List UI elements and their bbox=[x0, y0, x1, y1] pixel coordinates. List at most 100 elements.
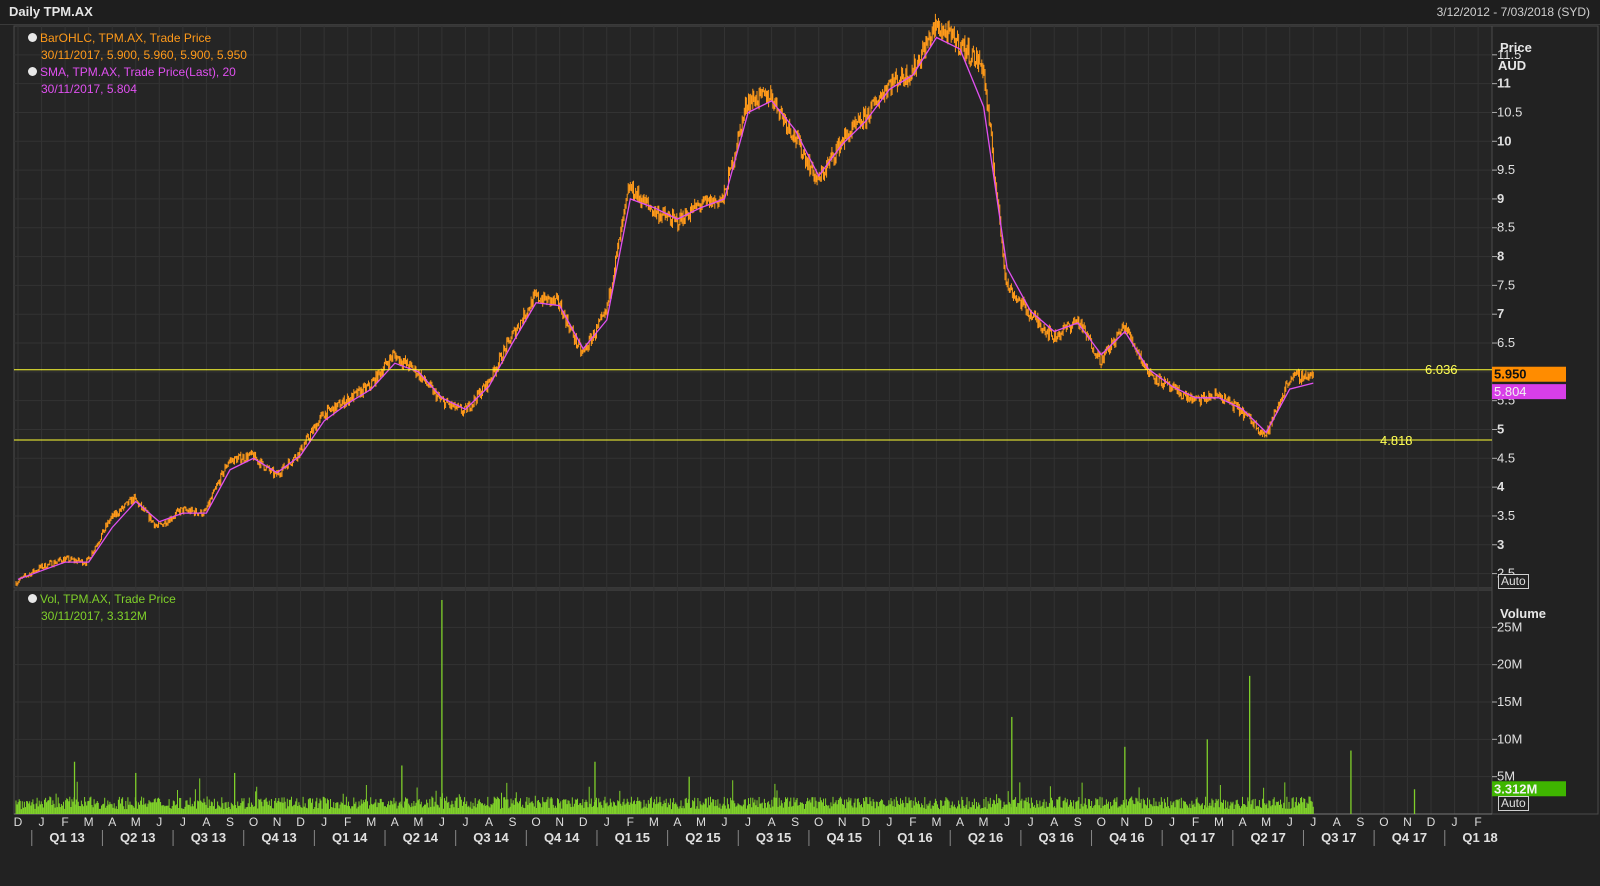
price-tick-label: 3 bbox=[1497, 537, 1504, 552]
volume-tick-label: 10M bbox=[1497, 731, 1522, 746]
price-tick-label: 10 bbox=[1497, 133, 1511, 148]
quarter-tick-label: Q2 17 bbox=[1250, 830, 1285, 845]
month-tick-label: J bbox=[1310, 815, 1316, 829]
quarter-tick-label: Q1 14 bbox=[332, 830, 368, 845]
month-tick-label: J bbox=[156, 815, 162, 829]
month-tick-label: D bbox=[1427, 815, 1436, 829]
sma-legend-row[interactable]: SMA, TPM.AX, Trade Price(Last), 20 bbox=[28, 64, 247, 81]
sma-line[interactable] bbox=[17, 36, 1314, 581]
month-tick-label: M bbox=[84, 815, 94, 829]
month-tick-label: D bbox=[14, 815, 23, 829]
ohlc-legend-row[interactable]: BarOHLC, TPM.AX, Trade Price bbox=[28, 30, 247, 47]
month-tick-label: M bbox=[1214, 815, 1224, 829]
month-tick-label: J bbox=[1004, 815, 1010, 829]
month-tick-label: S bbox=[1074, 815, 1082, 829]
month-tick-label: J bbox=[180, 815, 186, 829]
month-tick-label: F bbox=[344, 815, 351, 829]
month-tick-label: D bbox=[1144, 815, 1153, 829]
month-tick-label: J bbox=[886, 815, 892, 829]
price-tick-label: 4.5 bbox=[1497, 450, 1515, 465]
sma-tag-label: 5.804 bbox=[1494, 384, 1527, 399]
quarter-tick-label: Q1 16 bbox=[897, 830, 932, 845]
month-tick-label: A bbox=[202, 815, 210, 829]
month-tick-label: N bbox=[838, 815, 847, 829]
month-tick-label: O bbox=[814, 815, 823, 829]
month-tick-label: O bbox=[531, 815, 540, 829]
quarter-tick-label: Q2 15 bbox=[685, 830, 720, 845]
month-tick-label: J bbox=[1287, 815, 1293, 829]
month-tick-label: A bbox=[1050, 815, 1058, 829]
quarter-tick-label: Q4 13 bbox=[261, 830, 296, 845]
price-ohlc-bars[interactable] bbox=[15, 13, 1314, 587]
volume-bars[interactable] bbox=[15, 778, 1314, 814]
date-range: 3/12/2012 - 7/03/2018 (SYD) bbox=[1436, 5, 1590, 19]
price-auto-scale-button[interactable]: Auto bbox=[1498, 574, 1529, 589]
month-tick-label: D bbox=[861, 815, 870, 829]
quarter-tick-label: Q1 17 bbox=[1180, 830, 1215, 845]
month-tick-label: A bbox=[768, 815, 776, 829]
month-tick-label: O bbox=[1097, 815, 1106, 829]
upper-reference-label: 6.036 bbox=[1425, 362, 1458, 377]
legend-marker-icon[interactable] bbox=[28, 594, 37, 603]
month-tick-label: D bbox=[296, 815, 305, 829]
quarter-tick-label: Q3 13 bbox=[191, 830, 226, 845]
month-tick-label: J bbox=[722, 815, 728, 829]
price-axis-unit: AUD bbox=[1498, 58, 1527, 73]
month-tick-label: M bbox=[413, 815, 423, 829]
price-tick-label: 4 bbox=[1497, 479, 1505, 494]
volume-legend-row[interactable]: Vol, TPM.AX, Trade Price bbox=[28, 591, 176, 608]
month-tick-label: S bbox=[226, 815, 234, 829]
ohlc-legend-label: BarOHLC, TPM.AX, Trade Price bbox=[40, 31, 212, 45]
month-tick-label: M bbox=[931, 815, 941, 829]
y-axis-area bbox=[1491, 25, 1599, 815]
month-tick-label: A bbox=[485, 815, 493, 829]
month-tick-label: N bbox=[1403, 815, 1412, 829]
quarter-tick-label: Q4 14 bbox=[544, 830, 580, 845]
legend-marker-icon[interactable] bbox=[28, 67, 37, 76]
month-tick-label: N bbox=[273, 815, 282, 829]
volume-legend-label: Vol, TPM.AX, Trade Price bbox=[40, 592, 176, 606]
month-tick-label: J bbox=[439, 815, 445, 829]
chart-title: Daily TPM.AX bbox=[9, 4, 93, 19]
quarter-tick-label: Q3 16 bbox=[1038, 830, 1073, 845]
month-tick-label: S bbox=[509, 815, 517, 829]
volume-tick-label: 5M bbox=[1497, 769, 1515, 784]
sma-legend-label: SMA, TPM.AX, Trade Price(Last), 20 bbox=[40, 65, 236, 79]
month-tick-label: A bbox=[1239, 815, 1247, 829]
price-tick-label: 9 bbox=[1497, 191, 1504, 206]
quarter-tick-label: Q4 17 bbox=[1392, 830, 1427, 845]
month-tick-label: J bbox=[321, 815, 327, 829]
volume-legend-value: 30/11/2017, 3.312M bbox=[41, 609, 147, 623]
quarter-tick-label: Q1 13 bbox=[49, 830, 84, 845]
last-price-tag bbox=[1492, 366, 1566, 382]
volume-auto-scale-button[interactable]: Auto bbox=[1498, 796, 1529, 811]
price-tick-label: 6.5 bbox=[1497, 335, 1515, 350]
quarter-tick-label: Q2 16 bbox=[968, 830, 1003, 845]
sma-legend-value: 30/11/2017, 5.804 bbox=[41, 82, 137, 96]
month-tick-label: J bbox=[1028, 815, 1034, 829]
quarter-tick-label: Q3 15 bbox=[756, 830, 791, 845]
price-tick-label: 10.5 bbox=[1497, 104, 1522, 119]
price-tick-label: 8 bbox=[1497, 249, 1504, 264]
month-tick-label: M bbox=[131, 815, 141, 829]
volume-tick-label: 20M bbox=[1497, 657, 1522, 672]
month-tick-label: M bbox=[366, 815, 376, 829]
month-tick-label: O bbox=[1379, 815, 1388, 829]
month-tick-label: J bbox=[1452, 815, 1458, 829]
price-tick-label: 7 bbox=[1497, 306, 1504, 321]
legend-marker-icon[interactable] bbox=[28, 33, 37, 42]
month-tick-label: A bbox=[391, 815, 399, 829]
month-tick-label: A bbox=[108, 815, 116, 829]
price-plot-area[interactable] bbox=[13, 25, 1493, 589]
month-tick-label: J bbox=[604, 815, 610, 829]
price-tick-label: 8.5 bbox=[1497, 220, 1515, 235]
quarter-tick-label: Q4 15 bbox=[827, 830, 862, 845]
month-tick-label: A bbox=[673, 815, 681, 829]
lower-reference-label: 4.818 bbox=[1380, 433, 1413, 448]
title-bar: Daily TPM.AX 3/12/2012 - 7/03/2018 (SYD) bbox=[0, 0, 1600, 25]
month-tick-label: F bbox=[627, 815, 634, 829]
month-tick-label: J bbox=[462, 815, 468, 829]
price-legend: BarOHLC, TPM.AX, Trade Price 30/11/2017,… bbox=[28, 30, 247, 98]
